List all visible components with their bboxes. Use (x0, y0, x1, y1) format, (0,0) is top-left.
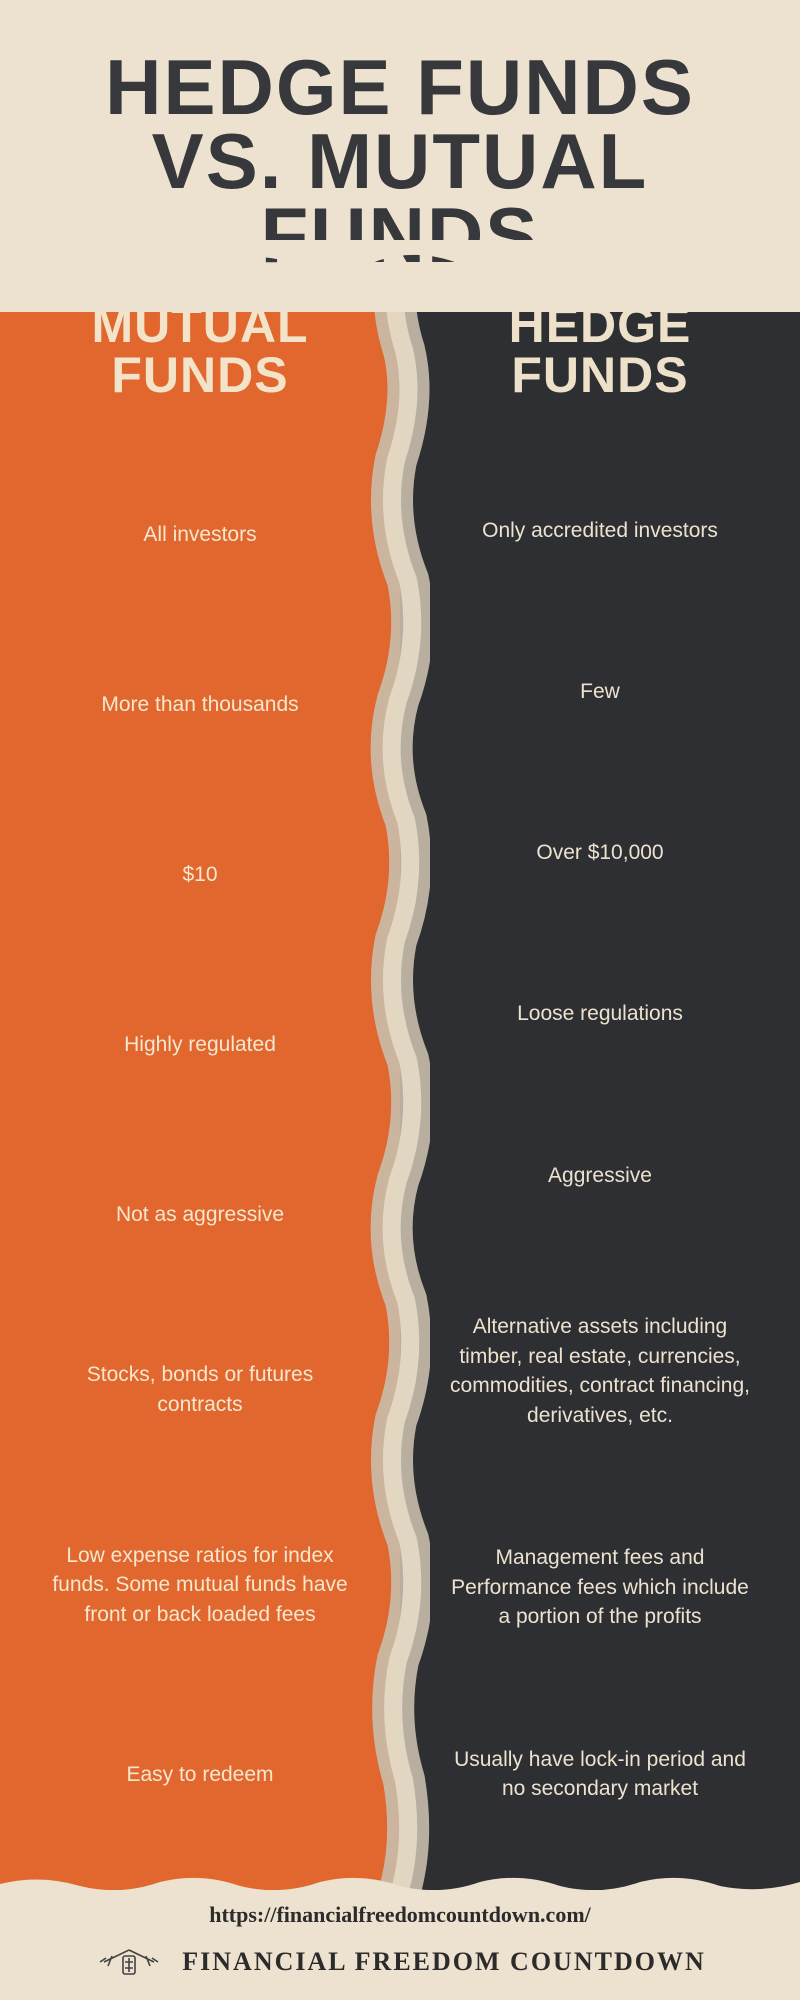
comparison-cell: Highly regulated (30, 1015, 370, 1075)
mutual-funds-rows: All investors More than thousands $10 Hi… (30, 450, 370, 1870)
comparison-body: MUTUAL FUNDS All investors More than tho… (0, 260, 800, 1890)
main-title: HEDGE FUNDS VS. MUTUAL FUNDS (30, 50, 770, 272)
brand-name: FINANCIAL FREEDOM COUNTDOWN (182, 1947, 705, 1977)
comparison-cell: Management fees and Performance fees whi… (430, 1537, 770, 1637)
comparison-cell: Few (430, 662, 770, 722)
comparison-cell: $10 (30, 845, 370, 905)
comparison-cell: More than thousands (30, 675, 370, 735)
comparison-cell: Loose regulations (430, 984, 770, 1044)
hedge-funds-column: HEDGE FUNDS Only accredited investors Fe… (400, 260, 800, 1890)
comparison-cell: Usually have lock-in period and no secon… (430, 1739, 770, 1810)
comparison-cell: Only accredited investors (430, 501, 770, 561)
torn-edge-top (0, 240, 800, 280)
brand-logo-icon (94, 1944, 164, 1980)
footer-brand: FINANCIAL FREEDOM COUNTDOWN (0, 1944, 800, 1980)
comparison-cell: Alternative assets including timber, rea… (430, 1306, 770, 1436)
comparison-cell: Not as aggressive (30, 1184, 370, 1244)
comparison-cell: Over $10,000 (430, 823, 770, 883)
comparison-cell: Stocks, bonds or futures contracts (30, 1354, 370, 1425)
mutual-funds-column: MUTUAL FUNDS All investors More than tho… (0, 260, 400, 1890)
hedge-funds-rows: Only accredited investors Few Over $10,0… (430, 450, 770, 1870)
footer: https://financialfreedomcountdown.com/ F… (0, 1890, 800, 2000)
comparison-cell: Low expense ratios for index funds. Some… (30, 1535, 370, 1635)
comparison-cell: Aggressive (430, 1145, 770, 1205)
hedge-funds-heading: HEDGE FUNDS (430, 300, 770, 400)
comparison-cell: Easy to redeem (30, 1745, 370, 1805)
footer-url: https://financialfreedomcountdown.com/ (0, 1902, 800, 1928)
comparison-cell: All investors (30, 505, 370, 565)
mutual-funds-heading: MUTUAL FUNDS (30, 300, 370, 400)
